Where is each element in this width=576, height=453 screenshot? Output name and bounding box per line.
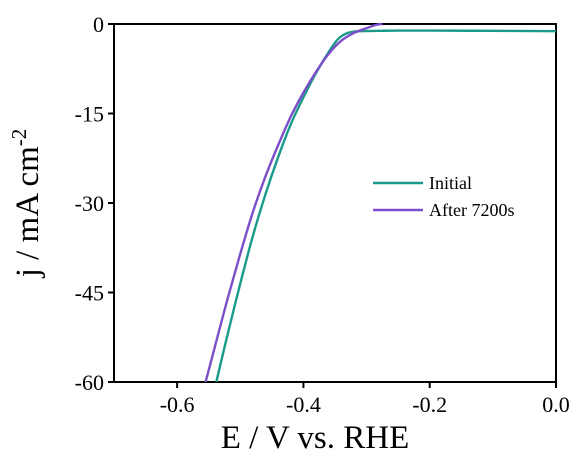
y-tick-label: -15	[75, 102, 104, 127]
x-tick-label: -0.2	[412, 392, 447, 417]
x-tick-label: 0.0	[542, 392, 570, 417]
legend-label: After 7200s	[429, 200, 514, 220]
x-tick-label: -0.4	[286, 392, 321, 417]
legend: Initial After 7200s	[373, 173, 514, 220]
series-line-after-7200s	[204, 22, 383, 382]
x-axis-ticks: -0.6 -0.4 -0.2 0.0	[160, 382, 570, 417]
y-axis-title-main: j / mA cm	[10, 146, 46, 278]
y-tick-label: -45	[75, 281, 104, 306]
y-tick-label: -30	[75, 191, 104, 216]
x-axis-title: E / V vs. RHE	[221, 420, 410, 453]
legend-label: Initial	[429, 173, 472, 193]
series-layer	[204, 22, 556, 382]
y-tick-label: -60	[75, 370, 104, 395]
x-tick-label: -0.6	[160, 392, 195, 417]
y-axis-ticks: 0 -15 -30 -45 -60	[75, 12, 114, 395]
y-axis-title-superscript: -2	[7, 129, 31, 147]
y-axis-title: j / mA cm-2	[7, 129, 46, 279]
y-tick-label: 0	[93, 12, 104, 37]
